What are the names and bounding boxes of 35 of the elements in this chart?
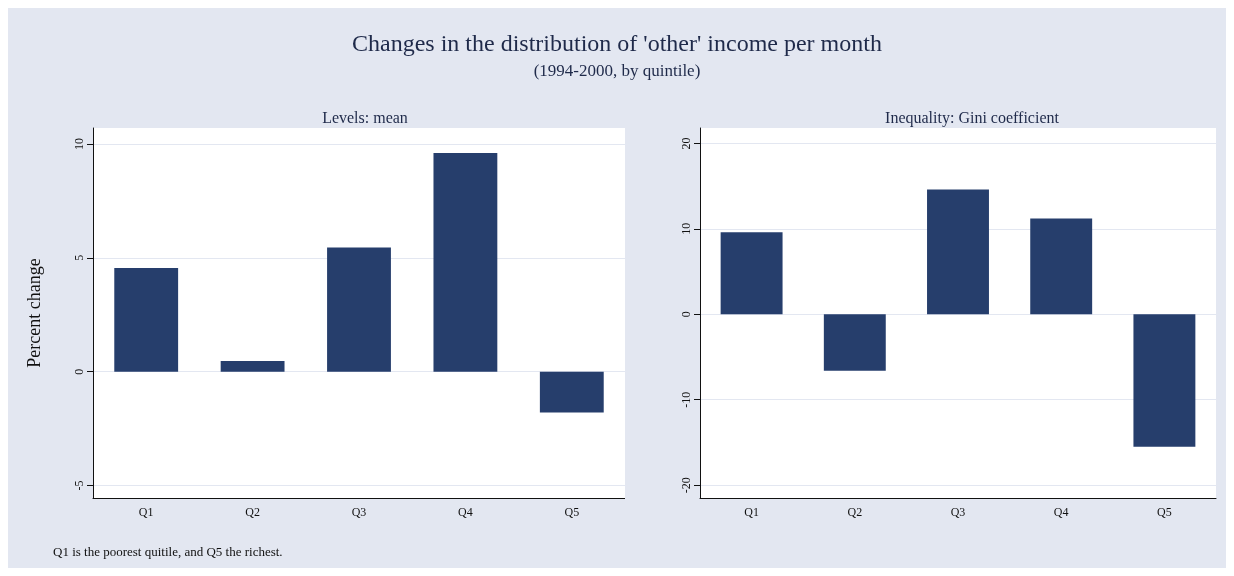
y-tick-label: -20 [679,477,693,494]
text: Q1 is the poorest quitile, and Q5 the richest. [53,544,283,559]
bar [927,189,989,315]
x-tick-label: Q2 [847,505,863,519]
x-tick-label: Q3 [351,505,367,519]
y-axis-title: Percent change [24,258,44,368]
y-tick-label: 20 [679,137,693,150]
y-tick-label: 10 [72,137,86,150]
bar [327,247,391,372]
x-tick-label: Q5 [564,505,580,519]
chart-title: Inequality: Gini coefficient [885,108,1060,127]
x-tick-label: Q4 [458,505,473,519]
x-tick-label: Q5 [1157,505,1172,519]
y-tick-label: 10 [679,222,693,235]
bar [720,232,783,315]
bar [220,360,285,372]
bar [433,153,498,372]
chart-title: Levels: mean [322,108,408,126]
bar [1030,218,1093,315]
y-tick-label: -5 [72,480,86,491]
y-tick-label: 0 [679,311,693,318]
bar [539,371,604,413]
bar [114,268,179,372]
y-tick-label: 5 [72,254,86,261]
x-tick-label: Q2 [245,505,260,519]
y-tick-label: -10 [679,391,693,408]
y-tick-label: 0 [72,368,86,375]
bar [823,314,886,371]
x-tick-label: Q4 [1053,505,1069,519]
bar [1133,314,1196,447]
text: (1994-2000, by quintile) [532,61,702,81]
x-tick-label: Q3 [950,505,966,519]
x-tick-label: Q1 [744,505,759,519]
text: Changes in the distribution of 'other' income per month [351,29,883,57]
x-tick-label: Q1 [138,505,154,519]
